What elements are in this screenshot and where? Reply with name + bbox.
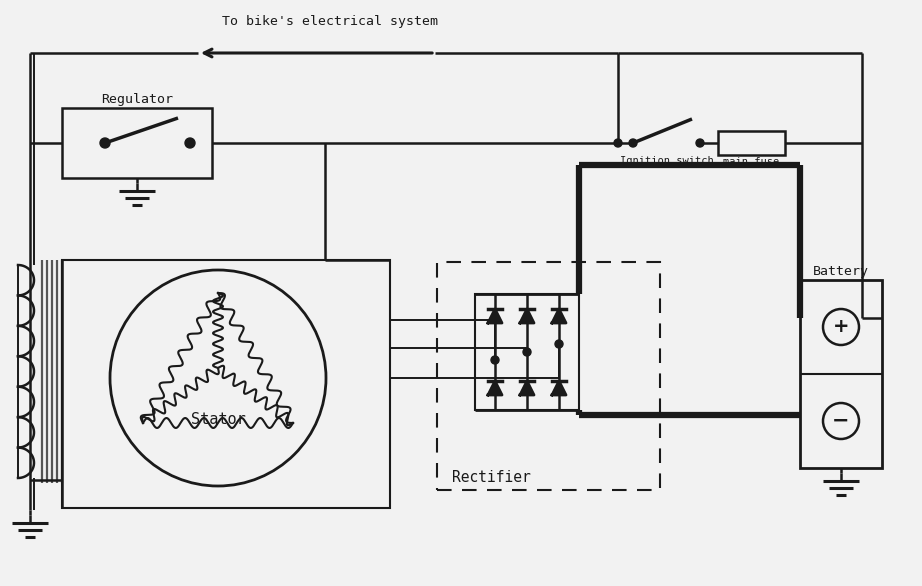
Text: main fuse: main fuse [724,157,780,167]
Circle shape [100,138,110,148]
Text: Regulator: Regulator [101,93,173,105]
Text: To bike's electrical system: To bike's electrical system [222,15,438,29]
Circle shape [185,138,195,148]
Text: +: + [833,318,849,336]
Circle shape [629,139,637,147]
Bar [475,294,579,410]
Text: −: − [833,411,850,431]
Bar [718,131,785,155]
Polygon shape [520,381,534,395]
Circle shape [523,348,531,356]
Circle shape [491,356,499,364]
Circle shape [555,340,563,348]
Bar [62,260,390,508]
Text: Stator: Stator [191,413,245,428]
Polygon shape [488,309,502,323]
Bar [800,280,882,468]
Polygon shape [520,309,534,323]
Polygon shape [552,309,566,323]
Bar [62,108,212,178]
Circle shape [696,139,704,147]
Text: Ignition switch: Ignition switch [620,156,714,166]
Circle shape [614,139,622,147]
Polygon shape [488,381,502,395]
Text: Battery: Battery [813,264,869,278]
Text: Rectifier: Rectifier [452,471,531,485]
Bar [437,262,660,490]
Polygon shape [552,381,566,395]
